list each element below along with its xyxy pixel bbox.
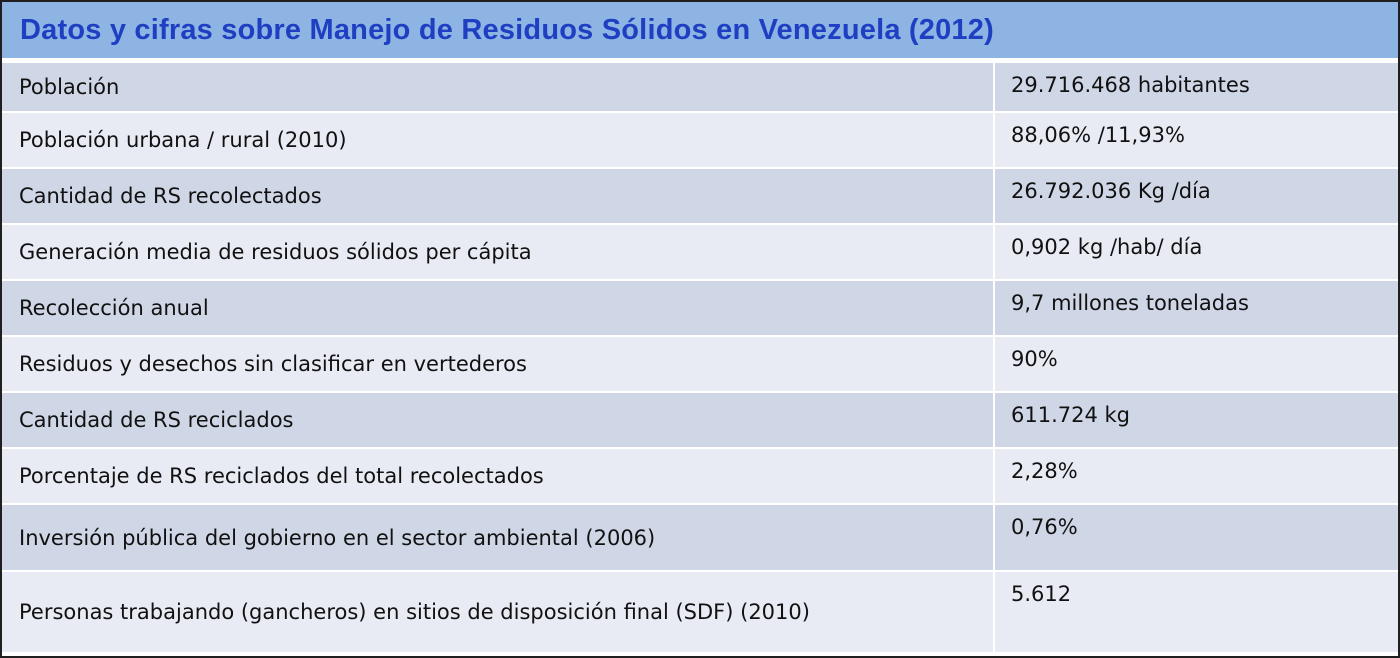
row-label: Cantidad de RS recolectados — [2, 169, 995, 223]
row-label: Inversión pública del gobierno en el sec… — [2, 505, 995, 570]
row-value: 9,7 millones toneladas — [1011, 291, 1249, 315]
facts-table: Población 29.716.468 habitantes Població… — [2, 63, 1398, 652]
row-value: 0,902 kg /hab/ día — [1011, 235, 1203, 259]
row-label: Residuos y desechos sin clasificar en ve… — [2, 337, 995, 391]
row-label: Cantidad de RS reciclados — [2, 393, 995, 447]
row-value: 2,28% — [1011, 459, 1078, 483]
row-value: 26.792.036 Kg /día — [1011, 179, 1211, 203]
table-row: Población urbana / rural (2010) 88,06% /… — [2, 113, 1398, 169]
row-value: 29.716.468 habitantes — [1011, 73, 1250, 97]
table-row: Personas trabajando (gancheros) en sitio… — [2, 572, 1398, 652]
table-row: Cantidad de RS recolectados 26.792.036 K… — [2, 169, 1398, 225]
row-value: 90% — [1011, 347, 1058, 371]
row-label: Población urbana / rural (2010) — [2, 113, 995, 167]
table-row: Porcentaje de RS reciclados del total re… — [2, 449, 1398, 505]
table-row: Residuos y desechos sin clasificar en ve… — [2, 337, 1398, 393]
row-label: Recolección anual — [2, 281, 995, 335]
table-row: Recolección anual 9,7 millones toneladas — [2, 281, 1398, 337]
table-row: Cantidad de RS reciclados 611.724 kg — [2, 393, 1398, 449]
row-label: Población — [2, 63, 995, 111]
row-value: 611.724 kg — [1011, 403, 1131, 427]
row-label: Personas trabajando (gancheros) en sitio… — [2, 572, 995, 652]
row-value: 0,76% — [1011, 515, 1078, 539]
table-row: Generación media de residuos sólidos per… — [2, 225, 1398, 281]
row-value: 5.612 — [1011, 582, 1072, 606]
row-label: Generación media de residuos sólidos per… — [2, 225, 995, 279]
title-bar: Datos y cifras sobre Manejo de Residuos … — [2, 2, 1398, 58]
row-value: 88,06% /11,93% — [1011, 123, 1185, 147]
table-row: Población 29.716.468 habitantes — [2, 63, 1398, 113]
table-row: Inversión pública del gobierno en el sec… — [2, 505, 1398, 572]
row-label: Porcentaje de RS reciclados del total re… — [2, 449, 995, 503]
page-title: Datos y cifras sobre Manejo de Residuos … — [20, 13, 994, 46]
